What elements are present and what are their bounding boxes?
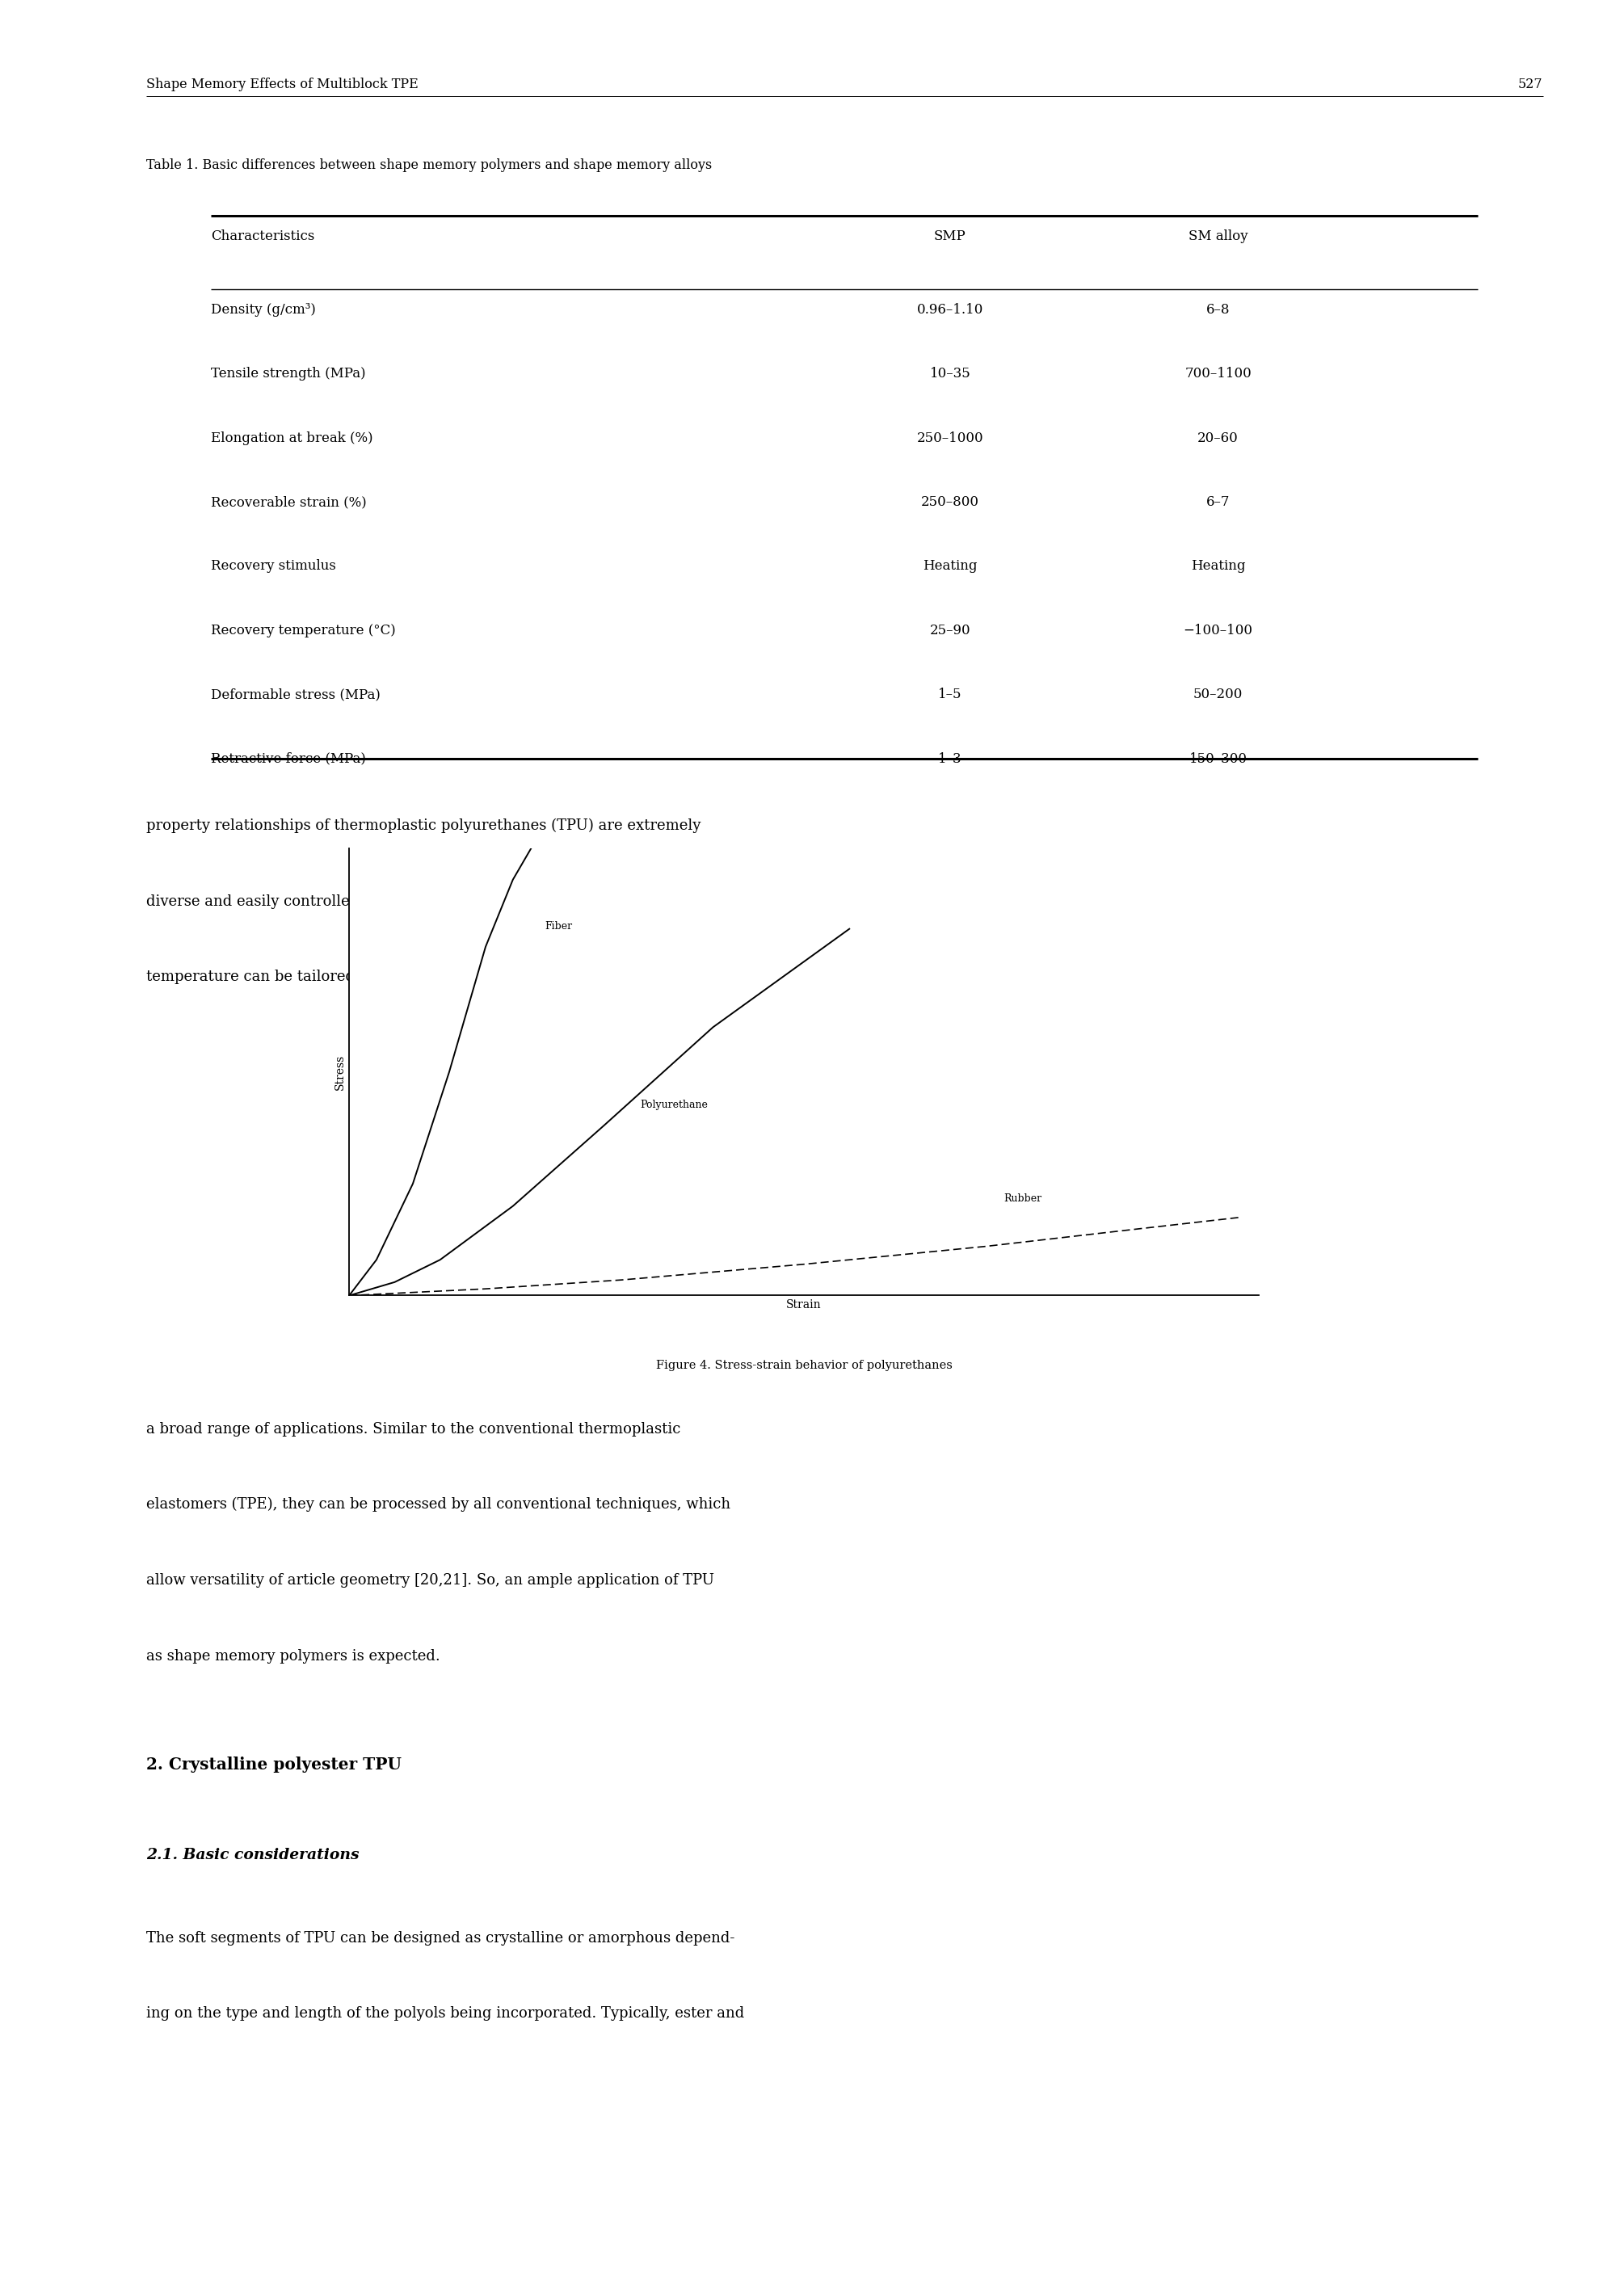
Text: 25–90: 25–90 xyxy=(929,624,971,637)
Text: Density (g/cm³): Density (g/cm³) xyxy=(211,303,317,316)
Text: 150–300: 150–300 xyxy=(1189,752,1247,766)
Text: 250–800: 250–800 xyxy=(921,495,979,509)
Text: elastomers (TPE), they can be processed by all conventional techniques, which: elastomers (TPE), they can be processed … xyxy=(146,1497,731,1511)
Text: The soft segments of TPU can be designed as crystalline or amorphous depend-: The soft segments of TPU can be designed… xyxy=(146,1931,734,1944)
Text: temperature can be tailored at any temperature between −30 and 70°C, allowing: temperature can be tailored at any tempe… xyxy=(146,970,750,984)
Text: Figure 4. Stress-strain behavior of polyurethanes: Figure 4. Stress-strain behavior of poly… xyxy=(656,1360,952,1371)
Text: 527: 527 xyxy=(1518,78,1543,92)
Text: Table 1. Basic differences between shape memory polymers and shape memory alloys: Table 1. Basic differences between shape… xyxy=(146,158,711,172)
Text: allow versatility of article geometry [20,21]. So, an ample application of TPU: allow versatility of article geometry [2… xyxy=(146,1573,715,1587)
Text: Fiber: Fiber xyxy=(544,922,572,931)
Text: Recovery stimulus: Recovery stimulus xyxy=(211,559,336,573)
Text: Rubber: Rubber xyxy=(1004,1195,1043,1204)
Text: Heating: Heating xyxy=(1190,559,1246,573)
Text: 1–3: 1–3 xyxy=(939,752,961,766)
Text: Tensile strength (MPa): Tensile strength (MPa) xyxy=(211,367,365,381)
Text: 50–200: 50–200 xyxy=(1194,688,1242,702)
Text: 250–1000: 250–1000 xyxy=(916,431,984,445)
Text: 6–7: 6–7 xyxy=(1207,495,1229,509)
Text: 6–8: 6–8 xyxy=(1207,303,1229,316)
Text: diverse and easily controlled (Figure 4), and hence the shape recovery: diverse and easily controlled (Figure 4)… xyxy=(146,894,669,908)
Text: SMP: SMP xyxy=(934,229,966,243)
Text: Heating: Heating xyxy=(922,559,978,573)
Text: 2.1. Basic considerations: 2.1. Basic considerations xyxy=(146,1848,359,1862)
X-axis label: Strain: Strain xyxy=(786,1298,822,1309)
Text: Polyurethane: Polyurethane xyxy=(640,1101,708,1110)
Text: Shape Memory Effects of Multiblock TPE: Shape Memory Effects of Multiblock TPE xyxy=(146,78,419,92)
Text: as shape memory polymers is expected.: as shape memory polymers is expected. xyxy=(146,1649,440,1662)
Text: 10–35: 10–35 xyxy=(929,367,971,381)
Y-axis label: Stress: Stress xyxy=(335,1055,346,1089)
Text: Recoverable strain (%): Recoverable strain (%) xyxy=(211,495,367,509)
Text: Recovery temperature (°C): Recovery temperature (°C) xyxy=(211,624,396,637)
Text: 0.96–1.10: 0.96–1.10 xyxy=(918,303,983,316)
Text: property relationships of thermoplastic polyurethanes (TPU) are extremely: property relationships of thermoplastic … xyxy=(146,819,700,832)
Text: 700–1100: 700–1100 xyxy=(1184,367,1252,381)
Text: Retractive force (MPa): Retractive force (MPa) xyxy=(211,752,365,766)
Text: SM alloy: SM alloy xyxy=(1189,229,1247,243)
Text: 20–60: 20–60 xyxy=(1197,431,1239,445)
Text: Elongation at break (%): Elongation at break (%) xyxy=(211,431,374,445)
Text: Characteristics: Characteristics xyxy=(211,229,315,243)
Text: 1–5: 1–5 xyxy=(939,688,961,702)
Text: 2. Crystalline polyester TPU: 2. Crystalline polyester TPU xyxy=(146,1756,401,1772)
Text: a broad range of applications. Similar to the conventional thermoplastic: a broad range of applications. Similar t… xyxy=(146,1422,680,1435)
Text: −100–100: −100–100 xyxy=(1184,624,1252,637)
Text: Deformable stress (MPa): Deformable stress (MPa) xyxy=(211,688,380,702)
Text: ing on the type and length of the polyols being incorporated. Typically, ester a: ing on the type and length of the polyol… xyxy=(146,2006,744,2020)
